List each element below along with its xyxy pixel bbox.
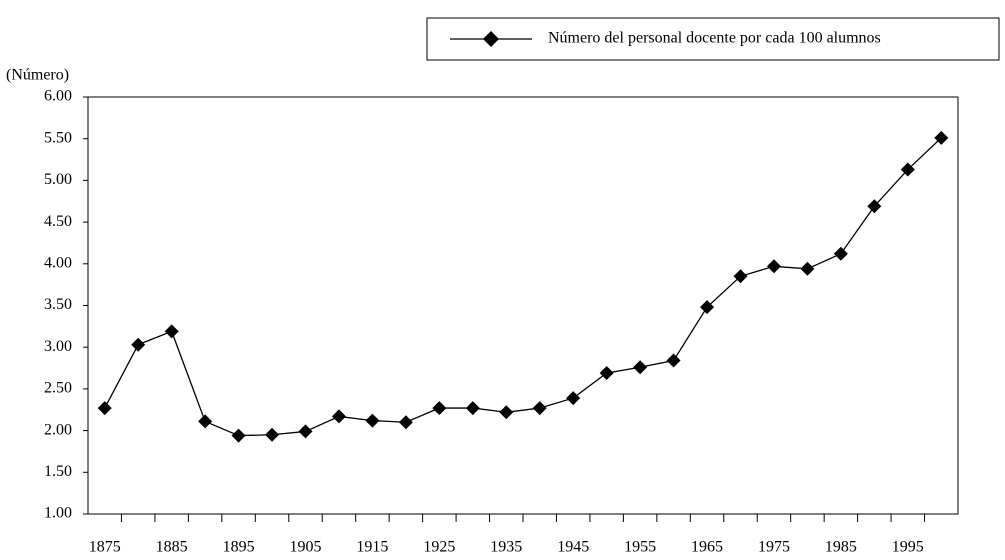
marker [331, 409, 346, 424]
marker [198, 414, 213, 429]
x-tick-label: 1875 [89, 539, 121, 556]
marker [97, 401, 112, 416]
x-tick-label: 1955 [624, 539, 656, 556]
marker [700, 300, 715, 315]
marker [265, 427, 280, 442]
x-tick-label: 1995 [892, 539, 924, 556]
marker [365, 413, 380, 428]
marker [131, 337, 146, 352]
x-tick-label: 1915 [356, 539, 388, 556]
x-tick-label: 1885 [156, 539, 188, 556]
x-tick-label: 1975 [758, 539, 790, 556]
legend-marker [483, 31, 499, 47]
y-tick-label: 5.00 [44, 171, 72, 188]
y-tick-label: 2.50 [44, 380, 72, 397]
marker [231, 428, 246, 443]
marker [465, 401, 480, 416]
legend-label: Número del personal docente por cada 100… [548, 30, 881, 47]
marker [566, 391, 581, 406]
marker [900, 162, 915, 177]
legend-box [426, 17, 1000, 61]
marker [532, 401, 547, 416]
marker [833, 246, 848, 261]
x-tick-label: 1945 [557, 539, 589, 556]
marker [800, 261, 815, 276]
marker [164, 324, 179, 339]
marker [733, 269, 748, 284]
x-tick-label: 1925 [423, 539, 455, 556]
series-line [104, 137, 942, 437]
marker [432, 401, 447, 416]
y-tick-label: 5.50 [44, 129, 72, 146]
marker [766, 259, 781, 274]
y-tick-label: 3.00 [44, 338, 72, 355]
y-tick-label: 1.50 [44, 463, 72, 480]
y-tick-label: 4.50 [44, 213, 72, 230]
x-tick-label: 1965 [691, 539, 723, 556]
y-tick-label: 2.00 [44, 421, 72, 438]
marker [298, 424, 313, 439]
marker [633, 360, 648, 375]
y-tick-label: 3.50 [44, 296, 72, 313]
x-tick-label: 1895 [223, 539, 255, 556]
marker [666, 353, 681, 368]
x-tick-label: 1985 [825, 539, 857, 556]
y-axis-label: (Número) [6, 67, 69, 84]
marker [599, 366, 614, 381]
y-tick-label: 1.00 [44, 505, 72, 522]
plot-frame [87, 96, 959, 515]
y-tick-label: 4.00 [44, 254, 72, 271]
x-tick-label: 1905 [290, 539, 322, 556]
marker [934, 130, 949, 145]
marker [867, 199, 882, 214]
x-tick-label: 1935 [490, 539, 522, 556]
y-tick-label: 6.00 [44, 88, 72, 105]
marker [499, 405, 514, 420]
marker [398, 415, 413, 430]
